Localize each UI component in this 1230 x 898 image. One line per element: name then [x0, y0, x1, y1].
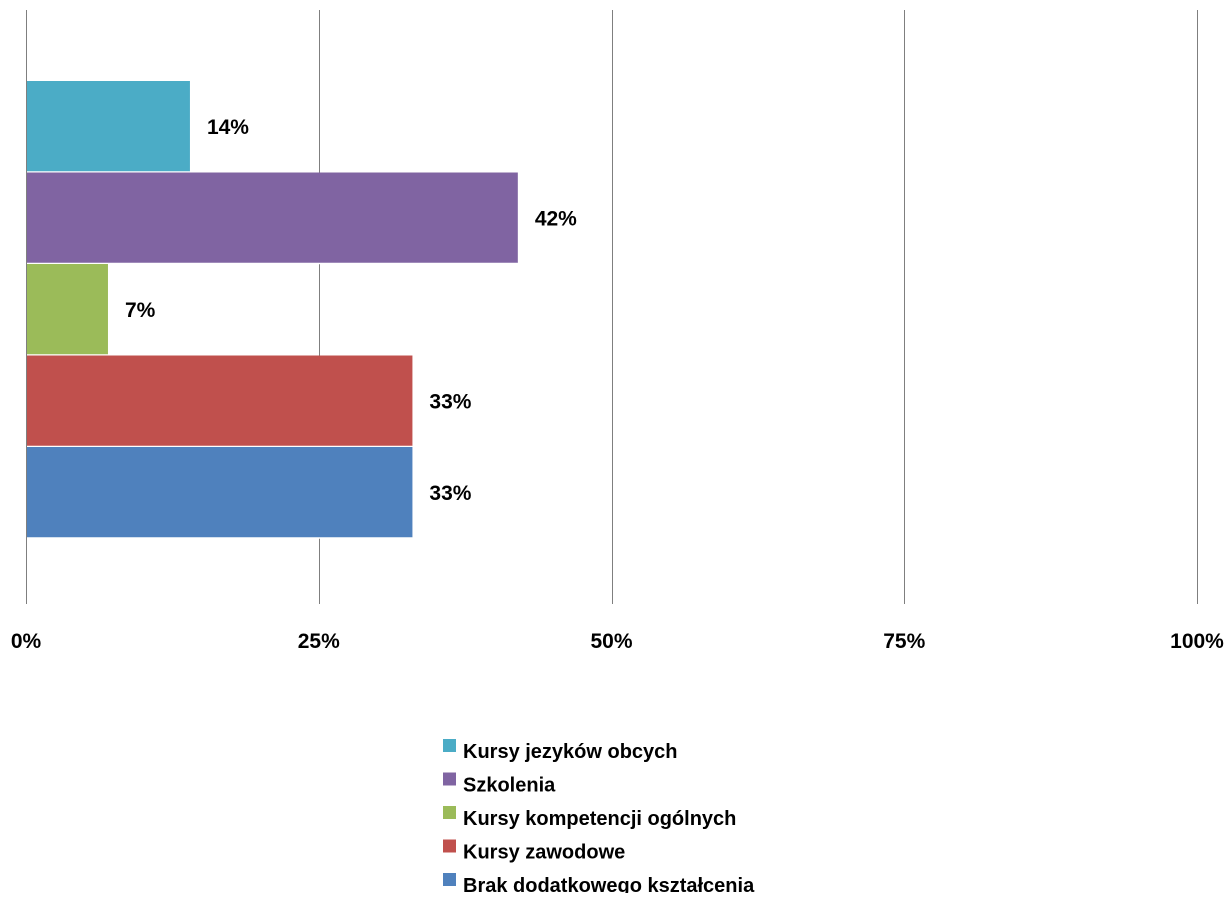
legend-label: Kursy jezyków obcych — [463, 741, 678, 763]
bar — [27, 355, 413, 446]
data-label: 42% — [535, 207, 577, 230]
legend-label: Kursy kompetencji ogólnych — [463, 808, 736, 830]
legend-swatch — [443, 806, 456, 819]
data-label-layer: 14% 42% 7% 33% 33% — [125, 116, 577, 505]
bar — [27, 264, 108, 355]
data-label: 14% — [207, 116, 249, 139]
legend-label: Kursy zawodowe — [463, 842, 625, 864]
legend-label: Brak dodatkowego kształcenia — [463, 875, 755, 893]
legend-swatch — [443, 873, 456, 886]
legend-swatch — [443, 839, 456, 853]
data-label: 7% — [125, 299, 156, 322]
bar — [27, 172, 518, 263]
bar — [27, 81, 190, 172]
x-axis-tick-layer: 0% 25% 50% 75% 100% — [11, 630, 1224, 653]
legend: Kursy jezyków obcych Szkolenia Kursy kompe… — [443, 739, 755, 897]
x-tick-label: 100% — [1170, 630, 1224, 653]
legend-label: Szkolenia — [463, 775, 556, 797]
x-tick-label: 0% — [11, 630, 42, 653]
bar-layer — [27, 81, 518, 539]
bar — [27, 447, 413, 538]
legend-swatch — [443, 772, 456, 786]
data-label: 33% — [429, 390, 471, 413]
x-tick-label: 25% — [298, 630, 340, 653]
x-tick-label: 50% — [590, 630, 632, 653]
data-label: 33% — [429, 482, 471, 505]
legend-swatch — [443, 739, 456, 752]
x-tick-label: 75% — [883, 630, 925, 653]
